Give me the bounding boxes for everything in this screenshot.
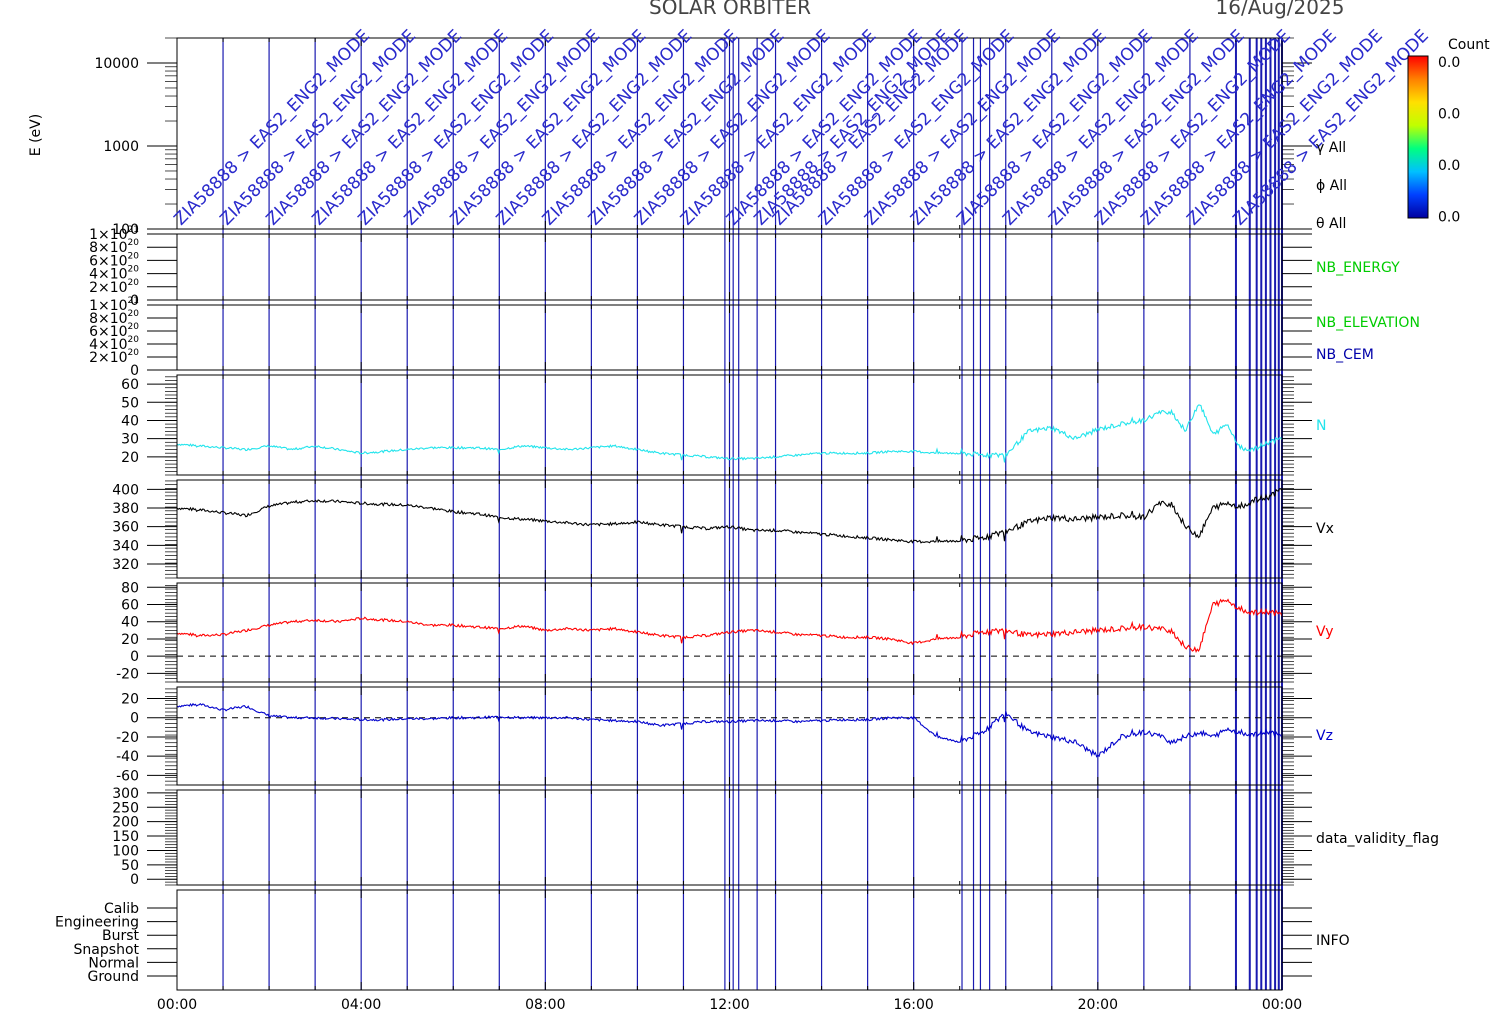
- y-tick-label: -20: [116, 666, 139, 682]
- y-tick-label: 50: [121, 395, 139, 411]
- y-tick-label: 380: [112, 501, 139, 517]
- y-tick-label: 30: [121, 432, 139, 448]
- y-tick-label: 80: [121, 580, 139, 596]
- right-label: θ All: [1316, 216, 1346, 232]
- y-tick-label: 0: [130, 711, 139, 727]
- series-label: data_validity_flag: [1316, 831, 1439, 847]
- y-tick-label: 6×1020: [89, 322, 139, 340]
- y-tick-label: 100: [112, 843, 139, 859]
- colorbar: [1407, 55, 1429, 219]
- y-tick-label: 40: [121, 615, 139, 631]
- colorbar-title: Count: [1448, 37, 1490, 53]
- x-tick-label: 00:00: [157, 997, 197, 1013]
- y-tick-label: 8×1020: [89, 309, 139, 327]
- series-label: NB_ENERGY: [1316, 260, 1400, 276]
- y-tick-label: 20: [121, 450, 139, 466]
- y-tick-label: 150: [112, 829, 139, 845]
- y-tick-label: Burst: [102, 928, 140, 944]
- colorbar-tick-label: 0.0: [1438, 210, 1460, 226]
- y-tick-label: 4×1020: [89, 265, 139, 283]
- series-label: NB_CEM: [1316, 347, 1374, 363]
- y-tick-label: 0: [130, 872, 139, 888]
- y-tick-label: 8×1020: [89, 238, 139, 256]
- y-tick-label: 300: [112, 786, 139, 802]
- chart-date: 16/Aug/2025: [1216, 0, 1345, 19]
- y-tick-label: -60: [116, 768, 139, 784]
- y-tick-label: 20: [121, 692, 139, 708]
- y-tick-label: 50: [121, 858, 139, 874]
- y-tick-label: 400: [112, 482, 139, 498]
- y-tick-label: 20: [121, 632, 139, 648]
- y-tick-label: 250: [112, 800, 139, 816]
- y-tick-label: 60: [121, 598, 139, 614]
- y-tick-label: 0: [130, 293, 139, 309]
- y-tick-label: 1×1021: [89, 225, 139, 243]
- y-tick-label: 10000: [94, 56, 139, 72]
- y-tick-label: 360: [112, 520, 139, 536]
- y-tick-label: 340: [112, 538, 139, 554]
- vy-series-line: [176, 598, 1283, 654]
- y-tick-label: Ground: [88, 969, 140, 985]
- x-tick-label: 20:00: [1078, 997, 1118, 1013]
- colorbar-tick-label: 0.0: [1438, 55, 1460, 71]
- series-label: Vz: [1316, 728, 1333, 744]
- x-tick-label: 16:00: [893, 997, 933, 1013]
- y-axis-label: E (eV): [28, 114, 44, 156]
- y-tick-label: 1×1021: [89, 296, 139, 314]
- y-tick-label: 2×1020: [89, 348, 139, 366]
- vx-series-line: [176, 488, 1283, 544]
- series-label: Vy: [1316, 624, 1334, 640]
- y-tick-label: 100: [112, 222, 139, 238]
- y-tick-label: -20: [116, 730, 139, 746]
- colorbar-tick-label: 0.0: [1438, 107, 1460, 123]
- y-tick-label: 4×1020: [89, 335, 139, 353]
- y-tick-label: 200: [112, 815, 139, 831]
- chart-title: SOLAR ORBITER: [649, 0, 811, 19]
- right-label: ϕ All: [1316, 178, 1347, 194]
- y-tick-label: 60: [121, 377, 139, 393]
- y-tick-label: 0: [130, 649, 139, 665]
- right-label: γ All: [1316, 140, 1346, 156]
- series-label: N: [1316, 418, 1326, 434]
- y-tick-label: Engineering: [55, 915, 139, 931]
- y-tick-label: 320: [112, 557, 139, 573]
- y-tick-label: 1000: [103, 139, 139, 155]
- series-label: Vx: [1316, 521, 1334, 537]
- x-tick-label: 04:00: [341, 997, 381, 1013]
- y-tick-label: -40: [116, 749, 139, 765]
- x-tick-label: 12:00: [709, 997, 749, 1013]
- y-tick-label: 2×1020: [89, 278, 139, 296]
- y-tick-label: Normal: [88, 955, 139, 971]
- y-tick-label: 6×1020: [89, 251, 139, 269]
- y-tick-label: Snapshot: [74, 942, 140, 958]
- y-tick-label: 40: [121, 413, 139, 429]
- x-tick-label: 00:00: [1262, 997, 1302, 1013]
- n-series-line: [176, 404, 1283, 463]
- x-tick-label: 08:00: [525, 997, 565, 1013]
- y-tick-label: 0: [130, 363, 139, 379]
- colorbar-tick-label: 0.0: [1438, 158, 1460, 174]
- y-tick-label: Calib: [104, 901, 139, 917]
- series-label: INFO: [1316, 933, 1350, 949]
- vz-series-line: [176, 702, 1283, 758]
- series-label: NB_ELEVATION: [1316, 315, 1420, 331]
